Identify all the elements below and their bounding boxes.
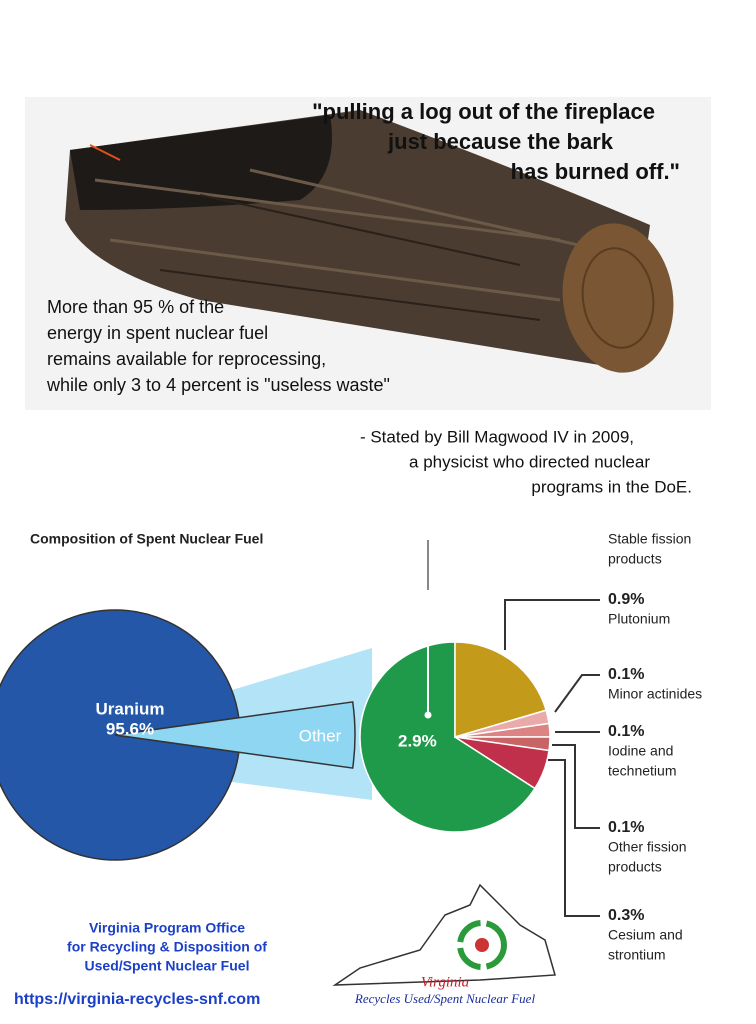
legend-label: technetium [608, 763, 676, 779]
legend-value: 0.9% [608, 591, 644, 608]
legend-label: Minor actinides [608, 686, 702, 702]
leader-dot [424, 711, 432, 719]
legend-value: 0.1% [608, 666, 644, 683]
note: More than 95 % of the energy in spent nuc… [46, 297, 390, 395]
chart-title: Composition of Spent Nuclear Fuel [30, 531, 263, 547]
legend-label: Other fission [608, 839, 687, 855]
legend-value: 0.3% [608, 907, 644, 924]
attribution-line: programs in the DoE. [531, 477, 692, 496]
legend-label: products [608, 859, 662, 875]
leader-line [552, 744, 600, 829]
slice-label: Uranium [96, 699, 165, 718]
leader-line [554, 674, 600, 713]
note-line: remains available for reprocessing, [47, 349, 326, 369]
note-line: energy in spent nuclear fuel [47, 323, 268, 343]
legend-label: Iodine and [608, 743, 673, 759]
attribution: - Stated by Bill Magwood IV in 2009, a ph… [360, 427, 692, 496]
website-url: https://virginia-recycles-snf.com [14, 991, 260, 1008]
attribution-line: a physicist who directed nuclear [409, 452, 650, 471]
leader-line [548, 759, 600, 917]
state-outline [332, 883, 556, 986]
legend-label: strontium [608, 947, 666, 963]
office-line: Virginia Program Office [89, 920, 245, 936]
slice-label: Other [299, 726, 342, 745]
pie-slice [454, 736, 550, 790]
slice-value-label: 2.9% [398, 731, 437, 750]
logo-subtitle: Recycles Used/Spent Nuclear Fuel [354, 991, 536, 1006]
legend-label: products [608, 551, 662, 567]
log-illustration [65, 110, 674, 373]
note-line: More than 95 % of the [47, 297, 224, 317]
recycle-icon [457, 920, 507, 970]
quote-line: just because the bark [387, 129, 614, 154]
attribution-line: - Stated by Bill Magwood IV in 2009, [360, 427, 634, 446]
legend-label: Stable fission [608, 531, 691, 547]
legend-label: Plutonium [608, 611, 670, 627]
quote-line: has burned off." [511, 159, 680, 184]
pie-slice [0, 609, 240, 861]
footer: Virginia Program Office for Recycling & D… [14, 883, 556, 1008]
legend-label: Cesium and [608, 927, 683, 943]
legend-value: 0.1% [608, 819, 644, 836]
atom-icon [475, 938, 489, 952]
note-line: while only 3 to 4 percent is "useless wa… [46, 375, 390, 395]
pie-slice [454, 641, 548, 739]
office-line: Used/Spent Nuclear Fuel [85, 958, 250, 974]
office-line: for Recycling & Disposition of [67, 939, 267, 955]
quote-line: "pulling a log out of the fireplace [312, 99, 655, 124]
legend-value: 0.1% [608, 723, 644, 740]
leader-line [504, 599, 600, 650]
slice-value-label: 95.6% [106, 719, 154, 738]
quote: "pulling a log out of the fireplace just … [312, 99, 680, 184]
pie-slice [114, 701, 356, 769]
logo-title: Virginia [421, 974, 469, 990]
pie-slice [359, 641, 536, 833]
